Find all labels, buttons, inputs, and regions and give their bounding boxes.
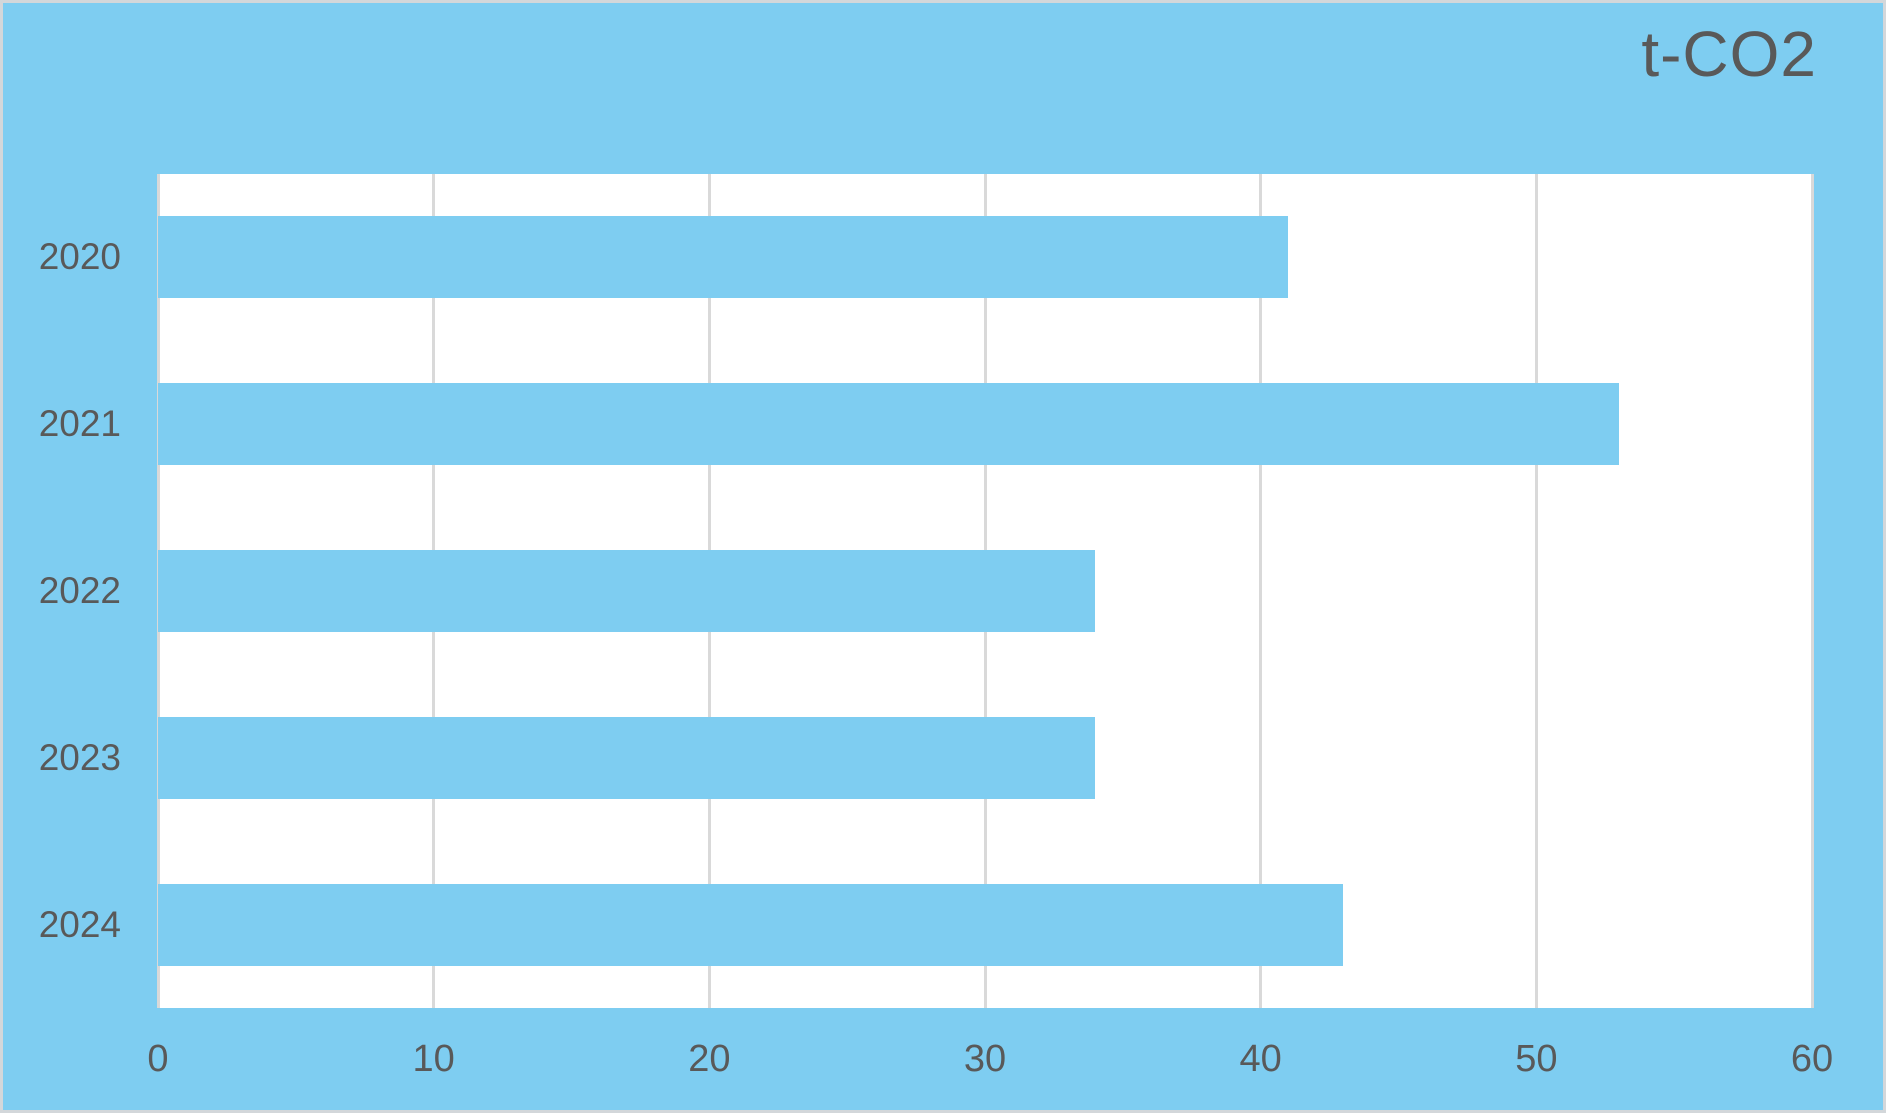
y-axis-label-2021: 2021 — [38, 403, 121, 445]
chart-title: t-CO2 — [1641, 18, 1817, 90]
bar-2020 — [158, 216, 1289, 299]
x-axis-tick-label-20: 20 — [688, 1038, 731, 1080]
y-axis-label-2022: 2022 — [38, 570, 121, 611]
bar-2021 — [158, 383, 1620, 466]
bar-2023 — [158, 716, 1096, 799]
y-axis-label-2024: 2024 — [38, 903, 121, 945]
x-axis-tick-label-60: 60 — [1790, 1038, 1834, 1080]
x-axis-tick-label-50: 50 — [1515, 1038, 1558, 1080]
gridline-x-40 — [1259, 174, 1263, 1008]
bar-2022 — [158, 550, 1096, 632]
y-axis-label-2023: 2023 — [38, 736, 121, 778]
bar-2024 — [158, 883, 1344, 966]
gridline-x-60 — [1810, 174, 1814, 1008]
gridline-x-50 — [1534, 174, 1538, 1008]
plot-area — [156, 174, 1814, 1008]
x-axis-tick-label-0: 0 — [147, 1038, 169, 1080]
x-axis-tick-label-10: 10 — [412, 1038, 455, 1080]
x-axis-tick-label-30: 30 — [963, 1038, 1007, 1080]
x-axis-tick-label-40: 40 — [1239, 1038, 1282, 1080]
y-axis-label-2020: 2020 — [38, 236, 121, 278]
